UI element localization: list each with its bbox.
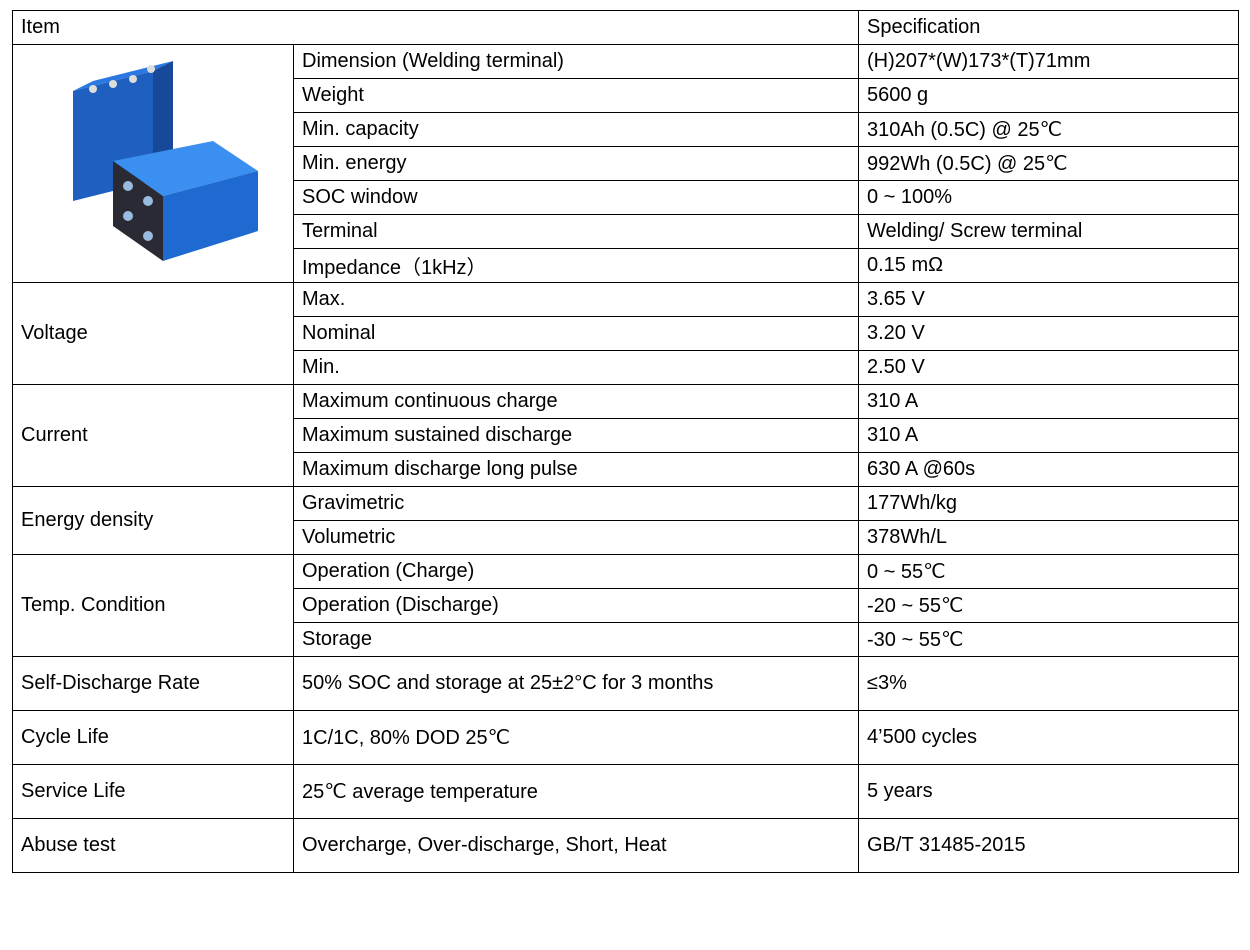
value: Welding/ Screw terminal: [859, 215, 1239, 249]
image-cell: [13, 45, 294, 283]
condition: 25℃ average temperature: [294, 765, 859, 819]
value: -20 ~ 55℃: [859, 589, 1239, 623]
value: 2.50 V: [859, 351, 1239, 385]
parameter: Max.: [294, 283, 859, 317]
parameter: Volumetric: [294, 521, 859, 555]
group-label: Temp. Condition: [13, 555, 294, 657]
value: GB/T 31485-2015: [859, 819, 1239, 873]
value: 4’500 cycles: [859, 711, 1239, 765]
value: 0.15 mΩ: [859, 249, 1239, 283]
value: 630 A @60s: [859, 453, 1239, 487]
value: 5 years: [859, 765, 1239, 819]
group-label: Current: [13, 385, 294, 487]
parameter: Impedance（1kHz）: [294, 249, 859, 283]
parameter: Operation (Discharge): [294, 589, 859, 623]
value: 3.20 V: [859, 317, 1239, 351]
value: 378Wh/L: [859, 521, 1239, 555]
parameter: Operation (Charge): [294, 555, 859, 589]
value: 5600 g: [859, 79, 1239, 113]
group-label: Voltage: [13, 283, 294, 385]
item: Self-Discharge Rate: [13, 657, 294, 711]
condition: Overcharge, Over-discharge, Short, Heat: [294, 819, 859, 873]
parameter: Terminal: [294, 215, 859, 249]
group-label: Energy density: [13, 487, 294, 555]
value: 3.65 V: [859, 283, 1239, 317]
parameter: Nominal: [294, 317, 859, 351]
parameter: Dimension (Welding terminal): [294, 45, 859, 79]
parameter: Maximum sustained discharge: [294, 419, 859, 453]
table-body: Item Specification Dimension (Welding te…: [13, 11, 1239, 873]
value: 310 A: [859, 385, 1239, 419]
condition: 50% SOC and storage at 25±2°C for 3 mont…: [294, 657, 859, 711]
spec-table: Item Specification Dimension (Welding te…: [12, 10, 1239, 873]
header-row: Item Specification: [13, 11, 1239, 45]
value: 177Wh/kg: [859, 487, 1239, 521]
header-cell: Specification: [859, 11, 1239, 45]
spec-row: Dimension (Welding terminal)(H)207*(W)17…: [13, 45, 1239, 79]
value: (H)207*(W)173*(T)71mm: [859, 45, 1239, 79]
item: Abuse test: [13, 819, 294, 873]
battery-image: [33, 51, 273, 271]
parameter: Weight: [294, 79, 859, 113]
item: Service Life: [13, 765, 294, 819]
page: Item Specification Dimension (Welding te…: [0, 0, 1250, 950]
parameter: Min.: [294, 351, 859, 385]
parameter: Storage: [294, 623, 859, 657]
value: -30 ~ 55℃: [859, 623, 1239, 657]
value: 310Ah (0.5C) @ 25℃: [859, 113, 1239, 147]
parameter: Maximum continuous charge: [294, 385, 859, 419]
item: Cycle Life: [13, 711, 294, 765]
value: 992Wh (0.5C) @ 25℃: [859, 147, 1239, 181]
value: 0 ~ 100%: [859, 181, 1239, 215]
parameter: Gravimetric: [294, 487, 859, 521]
header-cell: Item: [13, 11, 859, 45]
value: 0 ~ 55℃: [859, 555, 1239, 589]
value: ≤3%: [859, 657, 1239, 711]
condition: 1C/1C, 80% DOD 25℃: [294, 711, 859, 765]
parameter: SOC window: [294, 181, 859, 215]
value: 310 A: [859, 419, 1239, 453]
parameter: Min. energy: [294, 147, 859, 181]
parameter: Min. capacity: [294, 113, 859, 147]
parameter: Maximum discharge long pulse: [294, 453, 859, 487]
